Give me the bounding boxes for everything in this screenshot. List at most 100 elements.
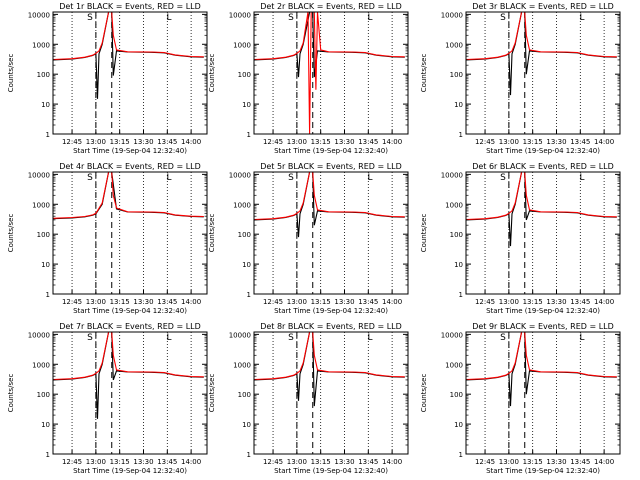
x-tick-label: 14:00: [181, 298, 201, 306]
lld-series-line: [52, 171, 204, 219]
x-tick-label: 12:45: [62, 458, 82, 466]
x-tick-label: 13:15: [523, 138, 543, 146]
y-tick-label: 1: [46, 451, 50, 459]
x-tick-label: 13:00: [499, 138, 519, 146]
y-tick-label: 100: [238, 71, 251, 79]
x-tick-label: 13:45: [358, 138, 378, 146]
x-tick-label: 12:45: [475, 458, 495, 466]
x-axis-label: Start Time (19-Sep-04 12:32:40): [274, 147, 388, 155]
y-tick-label: 10000: [441, 11, 463, 19]
x-tick-label: 14:00: [594, 138, 614, 146]
y-tick-label: 10000: [229, 171, 251, 179]
detector-panel-5: Det 5r BLACK = Events, RED = LLD S L 1 10 100…: [208, 162, 409, 315]
events-series-line: [465, 171, 617, 247]
y-tick-label: 10000: [441, 331, 463, 339]
x-tick-label: 14:00: [382, 458, 402, 466]
x-tick-label: 13:30: [546, 458, 566, 466]
y-tick-label: 10: [454, 261, 463, 269]
flag-label: L: [579, 173, 584, 183]
y-tick-label: 10000: [229, 11, 251, 19]
y-tick-label: 10: [41, 261, 50, 269]
flag-label: L: [166, 333, 171, 343]
y-axis-label: Counts/sec: [208, 54, 216, 93]
panel-title: Det 2r BLACK = Events, RED = LLD: [260, 2, 402, 11]
flag-label: L: [367, 13, 372, 23]
x-tick-label: 12:45: [263, 458, 283, 466]
x-tick-label: 12:45: [263, 298, 283, 306]
detector-panel-6: Det 6r BLACK = Events, RED = LLD S L 1 10 100…: [420, 162, 621, 315]
flag-label: S: [500, 333, 506, 343]
x-tick-label: 13:15: [523, 458, 543, 466]
x-tick-label: 14:00: [181, 138, 201, 146]
x-tick-label: 14:00: [382, 298, 402, 306]
plot-frame: [253, 331, 409, 455]
y-tick-label: 100: [450, 71, 463, 79]
flag-label: L: [579, 333, 584, 343]
y-tick-label: 100: [450, 391, 463, 399]
flag-label: S: [87, 333, 93, 343]
detector-panel-3: Det 3r BLACK = Events, RED = LLD S L 1 10 100…: [420, 2, 621, 155]
x-tick-label: 13:45: [358, 458, 378, 466]
y-tick-label: 10000: [28, 331, 50, 339]
y-tick-label: 100: [450, 231, 463, 239]
y-axis-label: Counts/sec: [7, 214, 15, 253]
plot-frame: [52, 11, 208, 135]
detector-panel-2: Det 2r BLACK = Events, RED = LLD S L 1 10 100…: [208, 2, 409, 155]
y-tick-label: 1: [247, 451, 251, 459]
events-series-line: [465, 331, 617, 407]
x-tick-label: 13:15: [110, 458, 130, 466]
x-axis-label: Start Time (19-Sep-04 12:32:40): [486, 147, 600, 155]
y-axis-label: Counts/sec: [420, 54, 428, 93]
x-tick-label: 12:45: [62, 138, 82, 146]
x-tick-label: 13:15: [311, 458, 331, 466]
plot-frame: [52, 171, 208, 295]
x-tick-label: 13:15: [523, 298, 543, 306]
y-tick-label: 1000: [32, 361, 50, 369]
x-tick-label: 13:30: [133, 298, 153, 306]
x-tick-label: 13:45: [157, 458, 177, 466]
y-axis-label: Counts/sec: [7, 374, 15, 413]
x-tick-label: 13:00: [86, 458, 106, 466]
x-axis-label: Start Time (19-Sep-04 12:32:40): [486, 307, 600, 315]
y-axis-label: Counts/sec: [208, 374, 216, 413]
flag-label: S: [87, 173, 93, 183]
x-tick-label: 13:00: [287, 298, 307, 306]
x-tick-label: 13:00: [86, 138, 106, 146]
detector-panel-7: Det 7r BLACK = Events, RED = LLD S L 1 10 100…: [7, 322, 208, 475]
y-tick-label: 10: [242, 101, 251, 109]
y-tick-label: 1: [459, 131, 463, 139]
x-tick-label: 12:45: [475, 138, 495, 146]
flag-label: L: [166, 173, 171, 183]
x-tick-label: 13:45: [358, 298, 378, 306]
x-tick-label: 13:15: [110, 138, 130, 146]
y-tick-label: 10: [41, 421, 50, 429]
x-tick-label: 14:00: [181, 458, 201, 466]
y-tick-label: 100: [37, 391, 50, 399]
flag-label: L: [367, 173, 372, 183]
x-tick-label: 13:00: [499, 298, 519, 306]
y-tick-label: 1: [46, 131, 50, 139]
x-axis-label: Start Time (19-Sep-04 12:32:40): [73, 307, 187, 315]
y-tick-label: 10: [242, 421, 251, 429]
x-axis-label: Start Time (19-Sep-04 12:32:40): [486, 467, 600, 475]
flag-label: S: [87, 13, 93, 23]
events-series-line: [253, 331, 405, 407]
x-tick-label: 13:15: [311, 298, 331, 306]
events-series-line: [465, 11, 617, 96]
y-tick-label: 1000: [233, 361, 251, 369]
y-tick-label: 100: [37, 71, 50, 79]
y-axis-label: Counts/sec: [420, 214, 428, 253]
y-tick-label: 1000: [445, 361, 463, 369]
x-tick-label: 13:00: [86, 298, 106, 306]
flag-label: L: [579, 13, 584, 23]
events-series-line: [253, 171, 405, 238]
x-tick-label: 13:30: [334, 138, 354, 146]
flag-label: S: [288, 333, 294, 343]
y-axis-label: Counts/sec: [7, 54, 15, 93]
lld-series-line: [253, 11, 405, 135]
panel-title: Det 9r BLACK = Events, RED = LLD: [472, 322, 614, 331]
x-tick-label: 13:30: [334, 458, 354, 466]
detector-panel-9: Det 9r BLACK = Events, RED = LLD S L 1 10 100…: [420, 322, 621, 475]
x-tick-label: 13:15: [110, 298, 130, 306]
